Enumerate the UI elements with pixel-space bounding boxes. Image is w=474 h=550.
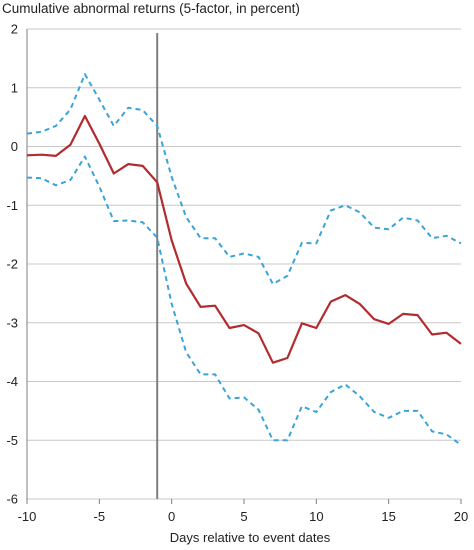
- y-tick-label: 2: [11, 22, 18, 37]
- estimate-line: [26, 114, 462, 364]
- y-tick-label: -6: [6, 492, 18, 507]
- y-tick-label: -2: [6, 257, 18, 272]
- gridlines: [27, 28, 461, 500]
- lower-band-line: [26, 155, 462, 446]
- y-tick-label: -3: [6, 315, 18, 330]
- y-tick-label: 0: [11, 139, 18, 154]
- y-tick-label: -1: [6, 198, 18, 213]
- upper-band-line: [26, 73, 462, 285]
- y-tick-label: 1: [11, 80, 18, 95]
- x-axis-label: Days relative to event dates: [170, 530, 331, 545]
- x-tick-label: -5: [94, 509, 106, 524]
- x-tick-label: 0: [168, 509, 175, 524]
- x-tick-label: -10: [18, 509, 37, 524]
- series-layer: [26, 73, 462, 446]
- chart-title: Cumulative abnormal returns (5-factor, i…: [2, 1, 300, 16]
- x-tick-labels: -10 -5 0 5 10 15 20: [18, 509, 469, 524]
- x-tick-label: 5: [240, 509, 247, 524]
- x-tick-label: 10: [309, 509, 323, 524]
- y-tick-label: -5: [6, 433, 18, 448]
- x-tick-label: 20: [454, 509, 468, 524]
- axes: [26, 29, 462, 504]
- x-tick-label: 15: [381, 509, 395, 524]
- y-tick-labels: 2 1 0 -1 -2 -3 -4 -5 -6: [6, 22, 18, 507]
- y-tick-label: -4: [6, 374, 18, 389]
